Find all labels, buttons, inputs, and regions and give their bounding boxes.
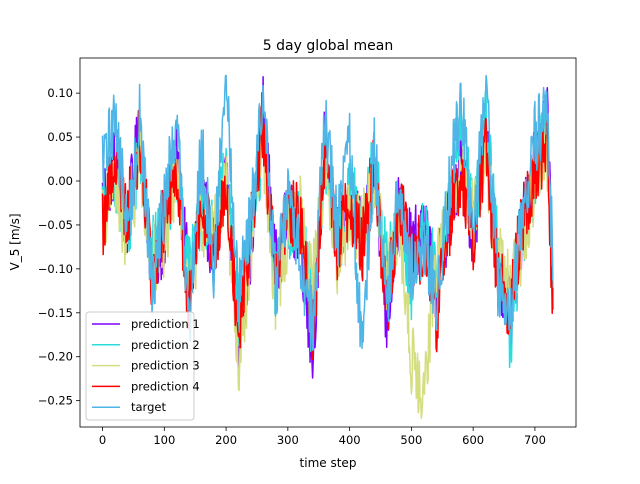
y-axis-label: V_5 [m/s]	[8, 213, 22, 270]
x-tick-label: 600	[462, 433, 484, 447]
axes-frame	[79, 57, 577, 428]
x-axis-label: time step	[300, 456, 357, 470]
x-tick-label: 500	[400, 433, 422, 447]
legend-label: prediction 2	[131, 338, 200, 352]
x-tick-label: 200	[215, 433, 237, 447]
legend-label: prediction 4	[131, 379, 200, 393]
y-tick-label: 0.05	[47, 130, 73, 144]
x-tick-label: 300	[277, 433, 299, 447]
y-tick-label: −0.10	[38, 262, 73, 276]
x-tick-label: 0	[99, 433, 106, 447]
y-tick-label: 0.10	[47, 86, 73, 100]
x-tick-label: 100	[153, 433, 175, 447]
chart-title: 5 day global mean	[263, 38, 393, 54]
y-tick-label: −0.25	[38, 394, 73, 408]
legend-label: prediction 3	[131, 359, 200, 373]
y-tick-label: −0.20	[38, 350, 73, 364]
legend-label: target	[131, 400, 166, 414]
x-tick-label: 400	[339, 433, 361, 447]
x-tick-label: 700	[524, 433, 546, 447]
legend: prediction 1 prediction 2 prediction 3 pred…	[85, 311, 200, 421]
series-line-target	[101, 74, 554, 353]
y-tick-label: −0.05	[38, 218, 73, 232]
series-layer	[101, 74, 554, 419]
legend-label: prediction 1	[131, 317, 200, 331]
legend-box	[85, 311, 195, 421]
y-tick-label: 0.00	[47, 174, 73, 188]
ticks-layer: 0 100 200 300 400 500 600 700 −0.25 −0.20 −0.15 −0.…	[38, 86, 546, 447]
y-tick-label: −0.15	[38, 306, 73, 320]
